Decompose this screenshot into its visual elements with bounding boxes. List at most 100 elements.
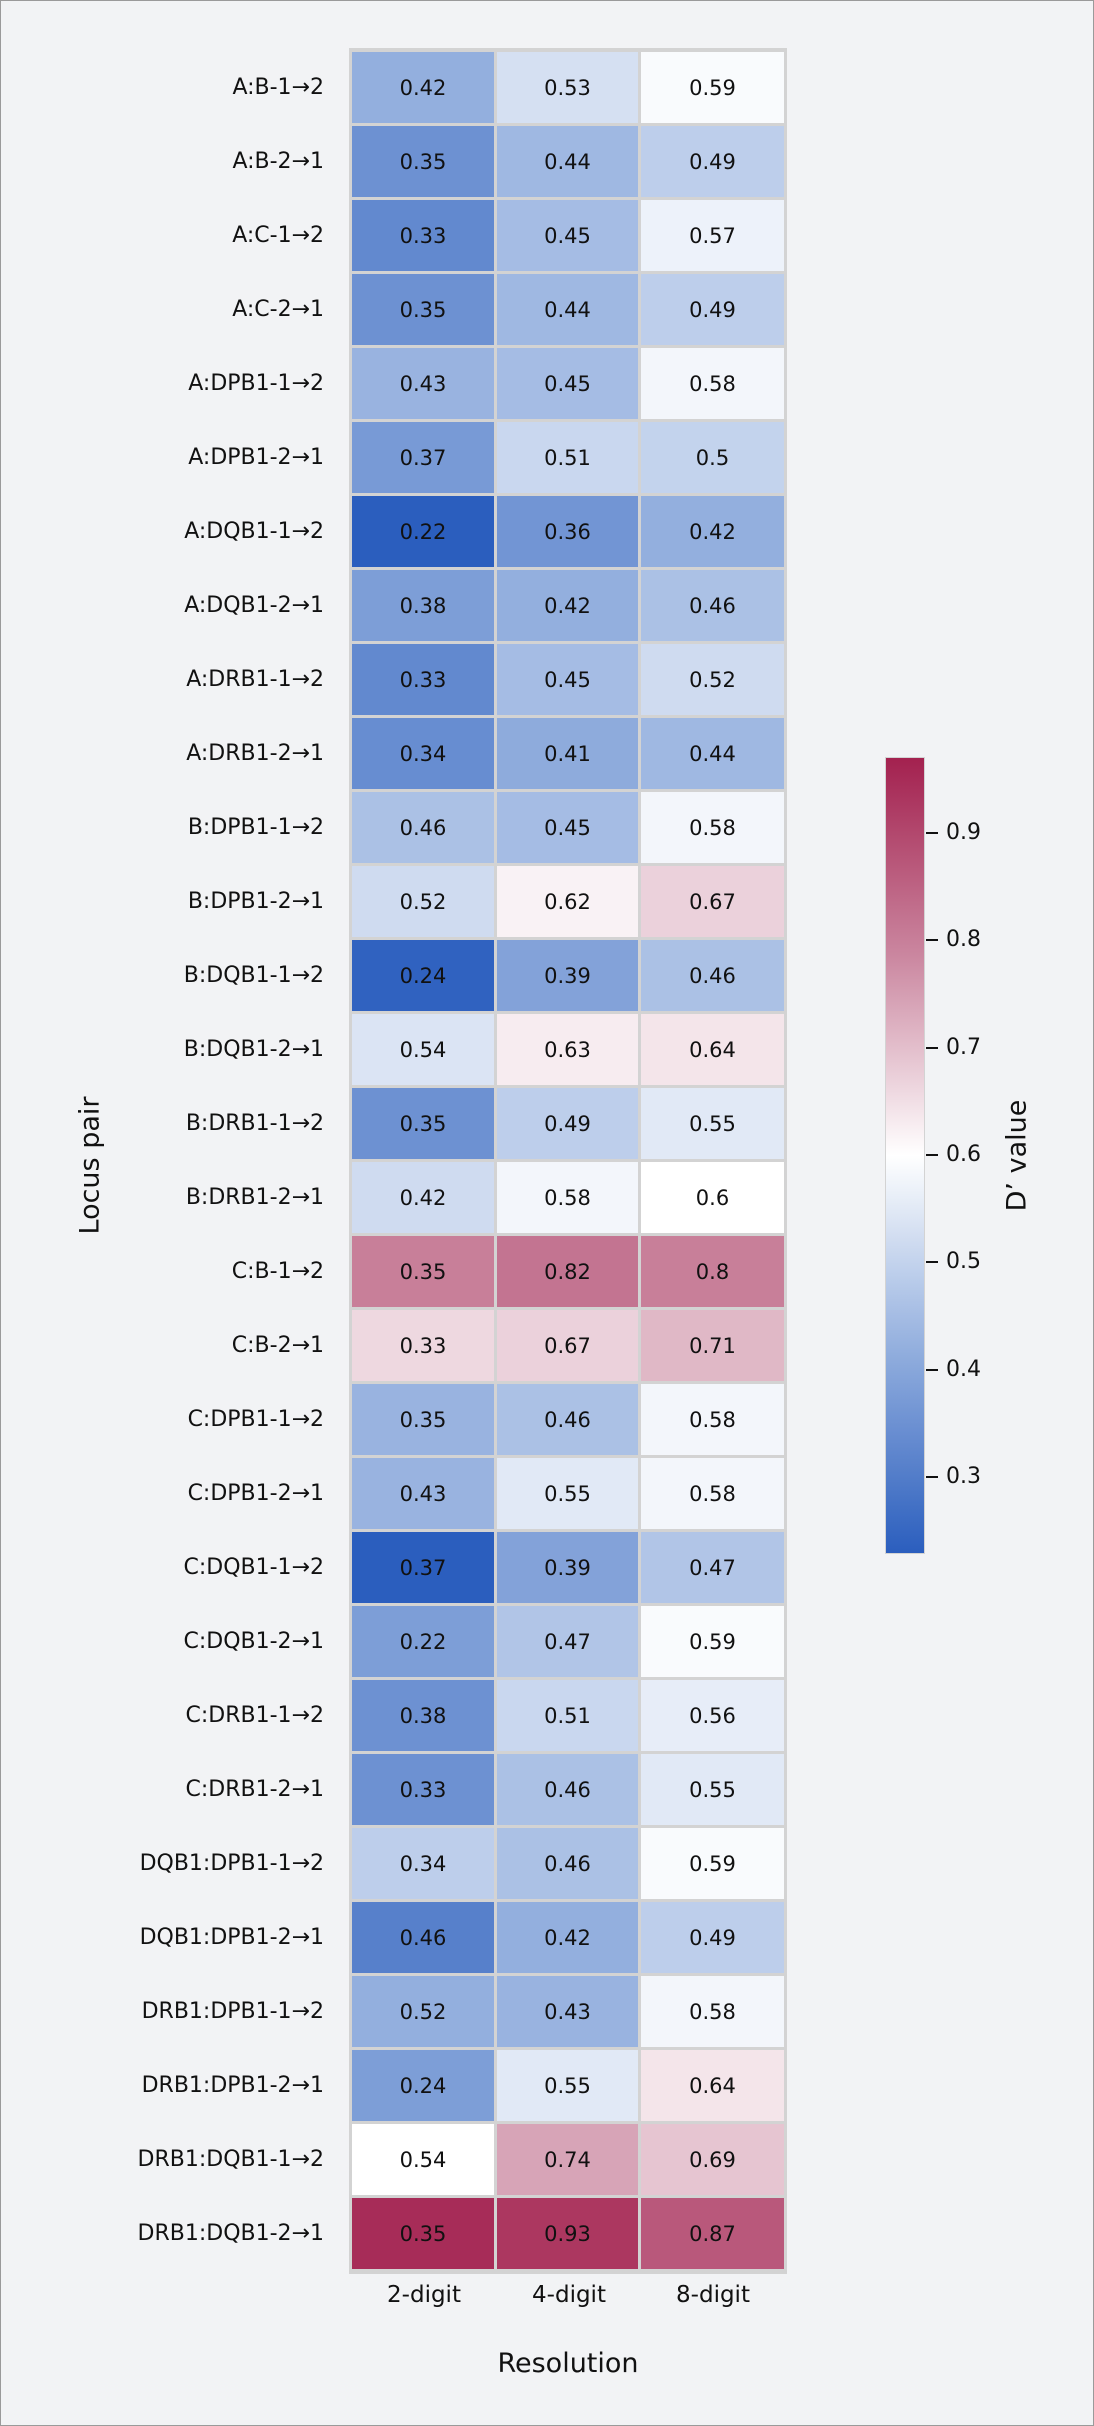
row-label: DRB1:DPB1-1→2 — [141, 1999, 324, 2024]
heatmap-cell: 0.22 — [352, 496, 494, 567]
heatmap-cell: 0.45 — [497, 348, 638, 419]
row-label: C:DQB1-2→1 — [183, 1629, 325, 1654]
heatmap-cell: 0.59 — [641, 1606, 784, 1677]
heatmap-cell: 0.46 — [497, 1384, 638, 1455]
row-label: C:B-1→2 — [231, 1259, 324, 1284]
heatmap-cell: 0.33 — [352, 200, 494, 271]
colorbar-tick — [926, 1368, 938, 1371]
row-label: B:DRB1-2→1 — [185, 1185, 324, 1210]
heatmap-cell: 0.47 — [497, 1606, 638, 1677]
heatmap-cell: 0.64 — [641, 1014, 784, 1085]
row-label: DRB1:DQB1-1→2 — [137, 2147, 324, 2172]
row-label: A:DQB1-2→1 — [184, 593, 324, 618]
colorbar-tick — [926, 1154, 938, 1156]
row-label: C:B-2→1 — [231, 1333, 324, 1358]
heatmap-cell: 0.63 — [497, 1014, 638, 1085]
heatmap-cell: 0.49 — [641, 1902, 784, 1973]
row-label: A:DPB1-2→1 — [188, 445, 324, 470]
heatmap-cell: 0.8 — [641, 1236, 784, 1307]
colorbar-tick — [926, 1261, 938, 1264]
heatmap-cell: 0.54 — [352, 1014, 494, 1085]
heatmap-cell: 0.87 — [641, 2198, 784, 2269]
heatmap-cell: 0.43 — [497, 1976, 638, 2047]
heatmap-cell: 0.34 — [352, 1828, 494, 1899]
heatmap-grid: 0.42 0.53 0.59 0.35 0.44 0.49 0.33 0.45 0.57 0.35… — [349, 48, 787, 2274]
heatmap-cell: 0.58 — [641, 1384, 784, 1455]
colorbar-tick-label: 0.6 — [946, 1142, 981, 1167]
heatmap-cell: 0.58 — [641, 1976, 784, 2047]
heatmap-cell: 0.52 — [352, 866, 494, 937]
x-axis-label: Resolution — [497, 2348, 639, 2379]
heatmap-cell: 0.82 — [497, 1236, 638, 1307]
heatmap-cell: 0.58 — [497, 1162, 638, 1233]
heatmap-cell: 0.59 — [641, 52, 784, 123]
row-label: A:B-2→1 — [232, 149, 324, 174]
heatmap-cell: 0.46 — [497, 1754, 638, 1825]
heatmap-cell: 0.44 — [641, 718, 784, 789]
row-label: C:DRB1-2→1 — [185, 1777, 324, 1802]
heatmap-cell: 0.35 — [352, 274, 494, 345]
heatmap-cell: 0.37 — [352, 422, 494, 493]
heatmap-cell: 0.45 — [497, 644, 638, 715]
heatmap-cell: 0.55 — [641, 1754, 784, 1825]
heatmap-cell: 0.35 — [352, 1384, 494, 1455]
colorbar-tick-label: 0.3 — [946, 1463, 981, 1489]
colorbar-tick — [926, 1475, 938, 1478]
heatmap-cell: 0.35 — [352, 1088, 494, 1159]
heatmap-cell: 0.38 — [352, 1680, 494, 1751]
heatmap-cell: 0.24 — [352, 2050, 494, 2121]
colorbar-tick-label: 0.9 — [946, 820, 981, 846]
row-label: DRB1:DQB1-2→1 — [137, 2221, 324, 2246]
heatmap-cell: 0.67 — [641, 866, 784, 937]
row-label: B:DPB1-2→1 — [187, 889, 324, 914]
heatmap-cell: 0.22 — [352, 1606, 494, 1677]
colorbar-tick-label: 0.8 — [946, 927, 981, 953]
heatmap-cell: 0.47 — [641, 1532, 784, 1603]
heatmap-cell: 0.58 — [641, 1458, 784, 1529]
heatmap-cell: 0.42 — [497, 570, 638, 641]
heatmap-cell: 0.39 — [497, 940, 638, 1011]
row-label: C:DPB1-1→2 — [187, 1407, 324, 1432]
heatmap-cell: 0.58 — [641, 792, 784, 863]
heatmap-cell: 0.45 — [497, 792, 638, 863]
heatmap-cell: 0.46 — [352, 1902, 494, 1973]
heatmap-cell: 0.36 — [497, 496, 638, 567]
heatmap-cell: 0.33 — [352, 1310, 494, 1381]
row-label: C:DRB1-1→2 — [185, 1703, 324, 1728]
heatmap-cell: 0.33 — [352, 1754, 494, 1825]
heatmap-cell: 0.39 — [497, 1532, 638, 1603]
heatmap-cell: 0.74 — [497, 2124, 638, 2195]
heatmap-cell: 0.49 — [497, 1088, 638, 1159]
row-label: A:C-1→2 — [232, 223, 324, 248]
colorbar-tick — [926, 939, 938, 942]
colorbar-tick — [926, 832, 938, 835]
heatmap-cell: 0.35 — [352, 1236, 494, 1307]
heatmap-cell: 0.93 — [497, 2198, 638, 2269]
heatmap-cell: 0.53 — [497, 52, 638, 123]
heatmap-cell: 0.42 — [352, 1162, 494, 1233]
row-label: C:DPB1-2→1 — [187, 1481, 324, 1506]
heatmap-cell: 0.34 — [352, 718, 494, 789]
heatmap-cell: 0.35 — [352, 126, 494, 197]
heatmap-cell: 0.44 — [497, 126, 638, 197]
heatmap-cell: 0.58 — [641, 348, 784, 419]
heatmap-cell: 0.24 — [352, 940, 494, 1011]
heatmap-cell: 0.45 — [497, 200, 638, 271]
colorbar-tick-label: 0.5 — [946, 1249, 981, 1275]
heatmap-cell: 0.59 — [641, 1828, 784, 1899]
row-label: A:C-2→1 — [232, 297, 324, 322]
heatmap-cell: 0.6 — [641, 1162, 784, 1233]
column-label: 2-digit — [387, 2282, 461, 2308]
heatmap-cell: 0.56 — [641, 1680, 784, 1751]
heatmap-cell: 0.43 — [352, 1458, 494, 1529]
colorbar-tick-label: 0.7 — [946, 1034, 981, 1060]
heatmap-cell: 0.42 — [352, 52, 494, 123]
heatmap-cell: 0.67 — [497, 1310, 638, 1381]
colorbar-tick — [926, 1046, 938, 1049]
heatmap-cell: 0.42 — [497, 1902, 638, 1973]
row-label: B:DQB1-2→1 — [183, 1037, 324, 1062]
row-label: B:DPB1-1→2 — [187, 815, 324, 840]
heatmap-cell: 0.43 — [352, 348, 494, 419]
heatmap-cell: 0.46 — [641, 570, 784, 641]
row-label: B:DQB1-1→2 — [183, 963, 324, 988]
